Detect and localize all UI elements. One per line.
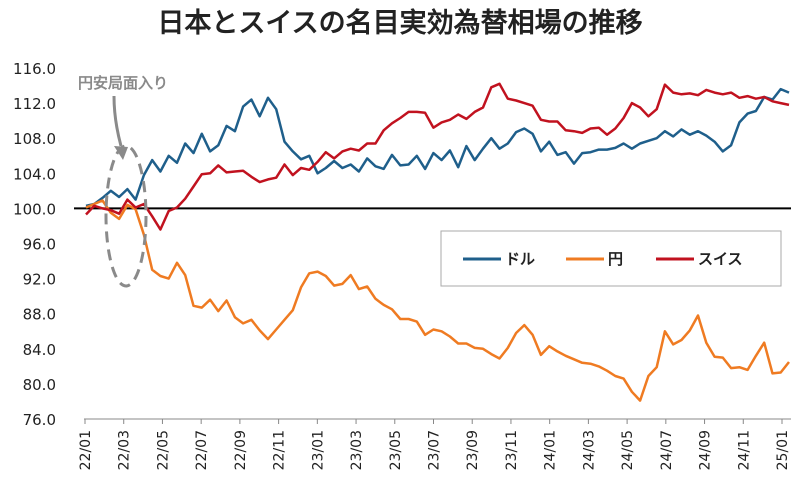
x-tick-label: 24/11: [736, 430, 752, 470]
x-tick-label: 23/05: [388, 430, 404, 470]
x-tick-label: 23/07: [427, 430, 443, 470]
y-tick-label: 76.0: [23, 411, 56, 429]
x-tick-label: 23/01: [310, 430, 326, 470]
legend-label-swiss: スイス: [698, 250, 743, 268]
x-tick-label: 25/01: [775, 430, 791, 470]
x-tick-label: 24/05: [620, 430, 636, 470]
y-tick-label: 88.0: [23, 306, 56, 324]
y-tick-label: 108.0: [13, 130, 56, 148]
y-tick-label: 92.0: [23, 271, 56, 289]
annotation-ellipse: [104, 144, 148, 288]
y-tick-label: 100.0: [13, 200, 56, 218]
x-tick-label: 22/05: [155, 430, 171, 470]
y-tick-label: 80.0: [23, 376, 56, 394]
y-tick-label: 104.0: [13, 165, 56, 183]
x-tick-label: 22/11: [272, 430, 288, 470]
series-lines: [85, 82, 790, 402]
x-tick-label: 24/07: [659, 430, 675, 470]
x-tick-label: 22/01: [78, 430, 94, 470]
x-tick-label: 22/07: [194, 430, 210, 470]
y-tick-label: 116.0: [13, 60, 56, 78]
y-tick-label: 96.0: [23, 236, 56, 254]
x-tick-label: 22/03: [117, 430, 133, 470]
legend-label-yen: 円: [608, 250, 623, 268]
legend: ドル 円 スイス: [440, 230, 782, 287]
y-tick-label: 84.0: [23, 341, 56, 359]
y-axis: 116.0 112.0 108.0 104.0 100.0 96.0 92.0 88.0 84.…: [13, 60, 56, 429]
chart-title: 日本とスイスの名目実効為替相場の推移: [157, 7, 642, 39]
annotation: 円安局面入り: [78, 74, 168, 288]
annotation-arrowhead: [114, 146, 128, 160]
x-tick-label: 22/09: [233, 430, 249, 470]
y-tick-label: 112.0: [13, 95, 56, 113]
legend-label-dollar: ドル: [505, 250, 535, 268]
x-tick-label: 24/03: [581, 430, 597, 470]
x-axis: 22/01 22/03 22/05 22/07 22/09 22/11 23/01 23/03…: [78, 419, 791, 470]
series-line-dollar: [85, 87, 790, 208]
x-tick-label: 24/01: [543, 430, 559, 470]
x-tick-label: 23/03: [349, 430, 365, 470]
series-line-yen: [85, 199, 790, 402]
series-line-swiss: [85, 82, 790, 231]
x-tick-label: 24/09: [698, 430, 714, 470]
annotation-label: 円安局面入り: [78, 74, 168, 92]
annotation-arrow: [112, 95, 123, 147]
x-tick-label: 23/09: [465, 430, 481, 470]
x-tick-label: 23/11: [504, 430, 520, 470]
